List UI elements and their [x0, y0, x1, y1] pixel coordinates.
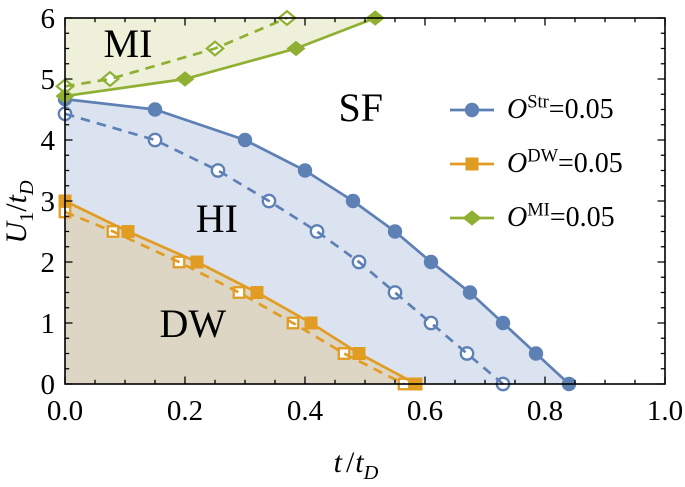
svg-text:0.4: 0.4 [287, 395, 324, 427]
legend-circle-marker-icon [450, 102, 494, 118]
xlabel-t2: t [355, 446, 364, 479]
svg-text:4: 4 [41, 125, 56, 157]
legend: OStr=0.05 ODW=0.05 OMI=0.05 [449, 91, 623, 253]
ylabel-subscript-1: 1 [16, 211, 38, 222]
svg-text:0: 0 [41, 369, 56, 401]
xlabel-subscript-D: D [363, 462, 379, 484]
plot-frame [64, 17, 666, 385]
legend-entry-dw: ODW=0.05 [449, 145, 623, 183]
svg-text:6: 6 [41, 3, 56, 35]
y-tick-labels: 0 1 2 3 4 5 6 [41, 3, 56, 401]
legend-superscript: Str [527, 91, 549, 112]
region-label-sf: SF [338, 85, 384, 131]
ylabel-slash: / [0, 203, 33, 212]
legend-entry-str: OStr=0.05 [449, 91, 623, 129]
region-fills [65, 18, 569, 384]
legend-symbol: O [507, 202, 528, 233]
region-label-dw: DW [159, 301, 227, 347]
legend-symbol: O [507, 94, 528, 125]
line-mi-solid [64, 16, 376, 98]
x-tick-labels: 0.0 0.2 0.4 0.6 0.8 1.0 [47, 395, 683, 427]
legend-label-str: OStr=0.05 [507, 92, 614, 125]
svg-text:5: 5 [41, 64, 56, 96]
legend-value: =0.05 [558, 148, 623, 179]
xlabel-slash: / [345, 446, 355, 479]
ylabel-subscript-D: D [16, 180, 38, 196]
svg-text:0.0: 0.0 [47, 395, 83, 427]
legend-superscript: MI [527, 199, 550, 220]
svg-text:1.0: 1.0 [647, 395, 683, 427]
legend-label-mi: OMI=0.05 [507, 200, 615, 233]
legend-entry-mi: OMI=0.05 [449, 199, 623, 237]
legend-square-marker-icon [450, 157, 494, 171]
region-label-hi: HI [195, 196, 238, 242]
series-str-dashed [57, 106, 511, 392]
fill-mi [65, 18, 376, 97]
region-label-mi: MI [103, 20, 153, 66]
legend-value: =0.05 [548, 94, 614, 125]
ylabel-t: t [0, 195, 33, 204]
x-axis-label: t/tD [333, 446, 379, 484]
ylabel-symbol: U [0, 221, 33, 244]
legend-symbol: O [507, 148, 528, 179]
svg-text:0.2: 0.2 [167, 395, 203, 427]
legend-superscript: DW [527, 145, 559, 166]
svg-text:0.6: 0.6 [407, 395, 443, 427]
xlabel-t: t [333, 446, 342, 479]
svg-text:0.8: 0.8 [527, 395, 563, 427]
legend-diamond-marker-icon [450, 210, 494, 226]
legend-value: =0.05 [549, 202, 615, 233]
legend-label-dw: ODW=0.05 [507, 146, 623, 179]
y-axis-label: U1/tD [0, 180, 38, 244]
svg-text:1: 1 [41, 308, 56, 340]
svg-text:2: 2 [41, 247, 56, 279]
svg-text:3: 3 [41, 186, 56, 218]
